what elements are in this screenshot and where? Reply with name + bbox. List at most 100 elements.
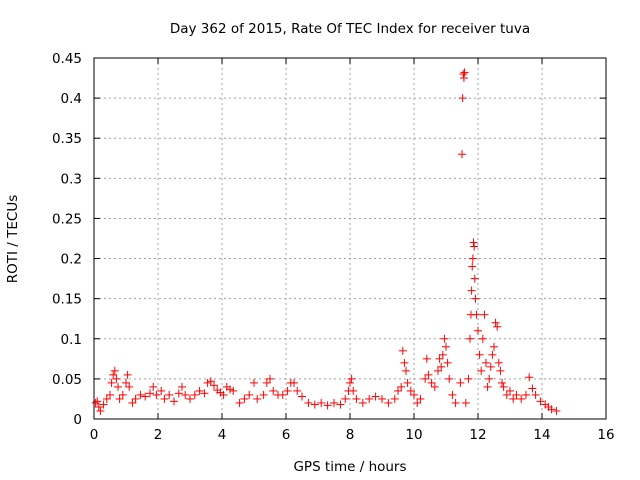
data-point [499, 382, 508, 391]
data-point [512, 390, 521, 399]
data-point [466, 334, 474, 343]
data-point [128, 398, 137, 407]
data-point [349, 386, 358, 395]
data-point [323, 401, 332, 410]
data-point [459, 70, 468, 79]
y-tick-label: 0.4 [61, 91, 82, 107]
data-point [496, 366, 505, 375]
data-point [118, 390, 127, 399]
data-point [422, 354, 431, 363]
data-point [491, 318, 500, 327]
data-point [170, 397, 178, 406]
grid-lines [94, 58, 606, 419]
x-tick-label: 6 [282, 427, 291, 443]
data-point [341, 394, 350, 403]
data-point [160, 394, 169, 403]
data-point [259, 390, 268, 399]
data-point [152, 390, 161, 399]
data-point [206, 377, 215, 386]
data-point [136, 390, 145, 399]
data-point [461, 398, 470, 407]
data-point [352, 394, 361, 403]
y-tick-label: 0.45 [52, 51, 82, 67]
data-point [480, 310, 489, 319]
data-point [203, 378, 212, 387]
data-point [448, 390, 457, 399]
data-point [427, 378, 436, 387]
data-point [443, 358, 452, 367]
x-tick-labels: 0 2 4 6 8 10 12 14 16 [90, 427, 615, 443]
data-point [107, 378, 116, 387]
y-tick-label: 0.1 [61, 332, 82, 348]
y-tick-label: 0.05 [52, 372, 82, 388]
data-point [346, 378, 354, 387]
data-point [531, 390, 540, 399]
data-point [469, 238, 478, 247]
data-point [440, 334, 449, 343]
y-tick-label: 0.3 [61, 171, 82, 187]
data-point [403, 378, 412, 387]
data-point [397, 382, 406, 391]
data-point [125, 382, 134, 391]
data-point [358, 398, 367, 407]
y-tick-label: 0.35 [52, 131, 82, 147]
data-point [91, 398, 100, 407]
data-point [482, 358, 490, 367]
data-point [229, 386, 238, 395]
data-point [112, 374, 121, 383]
axis-ticks [93, 57, 607, 420]
data-point [210, 381, 218, 390]
data-point [416, 394, 425, 403]
data-point [106, 390, 114, 399]
data-points [91, 68, 561, 415]
data-point [200, 389, 209, 398]
data-point [371, 392, 380, 401]
data-point [165, 390, 174, 399]
data-point [486, 362, 495, 371]
x-tick-label: 4 [218, 427, 227, 443]
data-point [413, 398, 422, 407]
y-tick-label: 0.25 [52, 211, 82, 227]
data-point [384, 398, 393, 407]
data-point [421, 374, 430, 383]
data-point [174, 389, 183, 398]
data-point [522, 390, 530, 399]
data-point [115, 394, 124, 403]
data-point [528, 384, 537, 393]
data-point [458, 94, 467, 103]
x-tick-label: 10 [405, 427, 422, 443]
data-point [490, 342, 498, 351]
data-point [460, 68, 469, 77]
data-point [458, 150, 466, 159]
data-point [149, 382, 158, 391]
data-point [509, 394, 518, 403]
x-tick-label: 14 [533, 427, 550, 443]
data-point [400, 358, 409, 367]
data-point [410, 390, 418, 399]
data-point [459, 74, 468, 83]
y-tick-label: 0.2 [61, 252, 82, 268]
data-point [464, 374, 473, 383]
x-tick-label: 0 [90, 427, 99, 443]
data-point [494, 358, 503, 367]
data-point [310, 400, 319, 409]
data-point [552, 406, 561, 415]
data-point [186, 394, 194, 403]
data-point [483, 382, 492, 391]
data-point [451, 398, 460, 407]
data-point [269, 386, 278, 395]
data-point [146, 389, 154, 398]
data-point [394, 386, 402, 395]
data-point [178, 382, 186, 391]
data-point [467, 286, 476, 295]
data-point [262, 378, 271, 387]
data-point [226, 385, 234, 394]
data-point [94, 402, 103, 411]
data-point [347, 374, 356, 383]
data-point [456, 378, 465, 387]
data-point [502, 390, 511, 399]
x-tick-label: 2 [154, 427, 163, 443]
data-point [278, 390, 287, 399]
data-point [493, 322, 502, 331]
